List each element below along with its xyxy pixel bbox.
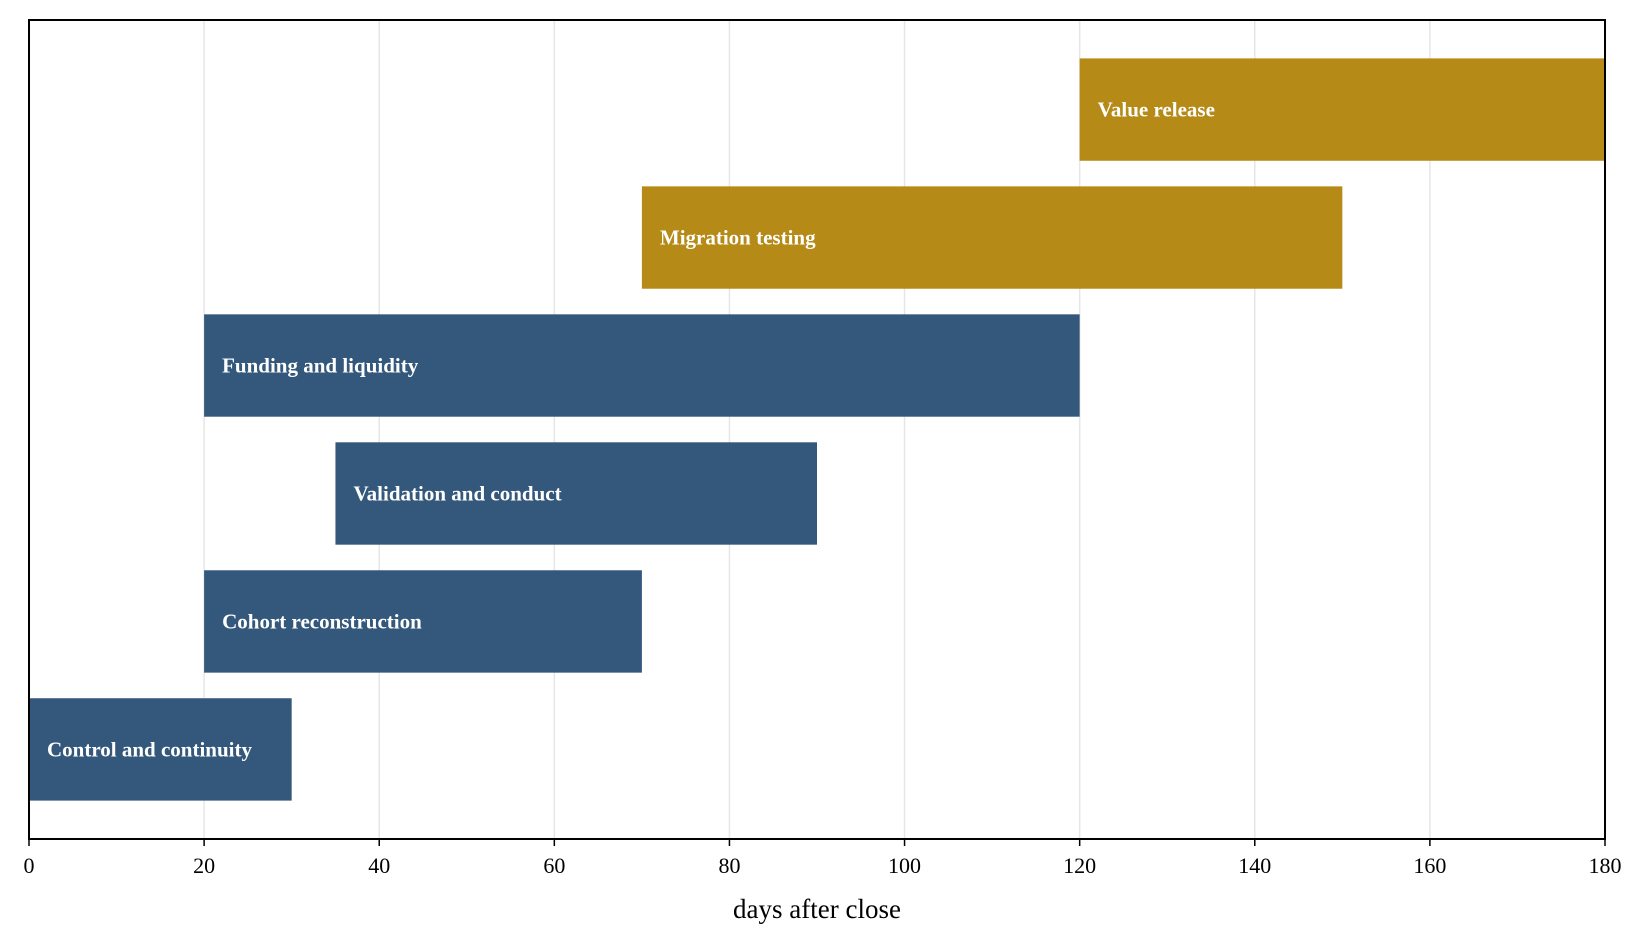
x-tick-label: 140 [1238,853,1271,878]
task-bar [641,186,1343,289]
task-bar-label: Migration testing [660,226,816,250]
task-bar [204,570,642,673]
task-bar-label: Control and continuity [47,737,252,761]
task-bar [204,314,1080,417]
x-tick-label: 80 [718,853,740,878]
task-bar [335,442,817,545]
x-tick-label: 20 [193,853,215,878]
x-axis-label: days after close [733,894,901,924]
task-bar-label: Value release [1098,98,1215,122]
x-tick-label: 40 [368,853,390,878]
task-bars: Control and continuity Cohort reconstruct… [29,58,1605,801]
x-tick-label: 120 [1063,853,1096,878]
x-tick-label: 160 [1413,853,1446,878]
x-axis-ticks: 0 20 40 60 80 100 120 140 160 180 [24,839,1622,878]
x-tick-label: 60 [543,853,565,878]
task-bar-label: Validation and conduct [353,481,561,505]
x-tick-label: 0 [24,853,35,878]
task-bar [29,698,292,801]
task-bar [1079,58,1605,161]
plot-frame [28,19,1606,840]
x-tick-label: 180 [1589,853,1622,878]
task-bar-label: Funding and liquidity [222,354,419,378]
task-bar-label: Cohort reconstruction [222,609,422,633]
x-tick-label: 100 [888,853,921,878]
